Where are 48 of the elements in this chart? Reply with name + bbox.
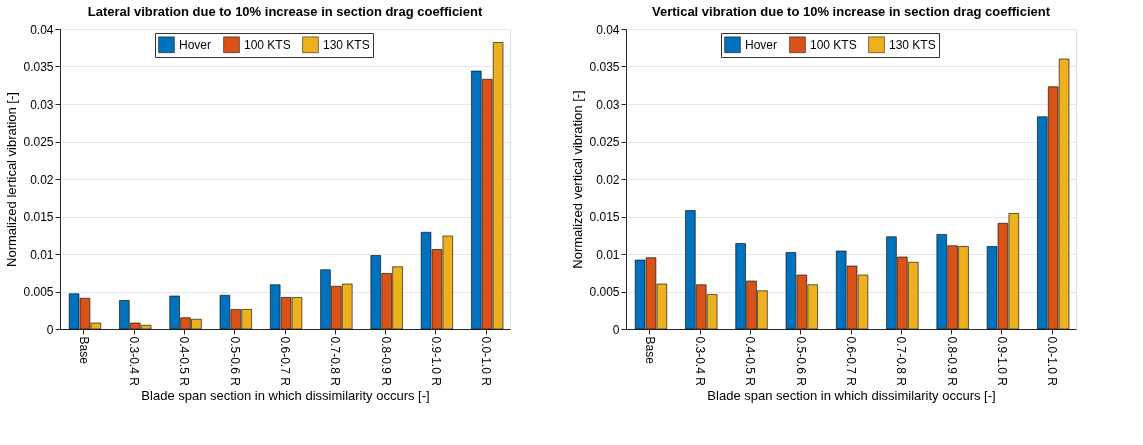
y-tick-label: 0.04 [30, 22, 54, 37]
x-tick-label: 0.0-1.0 R [1045, 336, 1060, 387]
x-tick-label: 0.3-0.4 R [127, 336, 142, 387]
y-tick-label: 0.03 [596, 97, 620, 112]
x-tick-label: 0.6-0.7 R [844, 336, 858, 387]
x-tick-label: 0.0-1.0 R [479, 336, 494, 387]
y-tick-label: 0.01 [30, 247, 54, 262]
y-axis-title: Normalized vertical vibration [-] [570, 90, 586, 269]
x-tick-label: 0.4-0.5 R [177, 336, 192, 387]
y-tick-label: 0.02 [596, 172, 620, 187]
x-tick-label: 0.7-0.8 R [328, 336, 343, 387]
y-tick-label: 0.035 [589, 60, 620, 74]
legend-label: 100 KTS [244, 37, 291, 52]
x-tick-label: 0.5-0.6 R [793, 336, 808, 387]
x-tick-label: 0.6-0.7 R [278, 336, 292, 387]
y-tick-label: 0.02 [30, 172, 54, 187]
x-axis-title: Blade span section in which dissimilarity occurs [-] [707, 387, 996, 403]
legend-label: 100 KTS [810, 37, 857, 52]
y-tick-label: 0.015 [589, 210, 620, 224]
x-tick-label: 0.8-0.9 R [944, 336, 959, 387]
legend-label: Hover [179, 37, 212, 52]
x-axis-title: Blade span section in which dissimilarity occurs [-] [141, 387, 430, 403]
y-tick-label: 0.03 [30, 97, 54, 112]
x-tick-label: 0.9-1.0 R [994, 336, 1009, 387]
y-axis-title: Normalized lertical vibration [-] [4, 92, 20, 267]
x-tick-label: 0.4-0.5 R [743, 336, 758, 387]
y-tick-label: 0.025 [589, 135, 620, 149]
x-tick-label: 0.8-0.9 R [378, 336, 393, 387]
y-tick-label: 0.015 [23, 210, 54, 224]
legend-label: 130 KTS [323, 37, 370, 52]
y-tick-label: 0.005 [23, 285, 54, 299]
y-tick-label: 0.035 [23, 60, 54, 74]
x-tick-label: 0.9-1.0 R [428, 336, 443, 387]
chart-title: Vertical vibration due to 10% increase in section drag coefficient [651, 4, 1051, 19]
chart-title: Lateral vibration due to 10% increase in section drag coefficient [87, 4, 483, 19]
y-tick-label: 0.025 [23, 135, 54, 149]
x-tick-label: Base [76, 336, 91, 365]
x-tick-label: 0.5-0.6 R [227, 336, 242, 387]
y-tick-label: 0.04 [596, 22, 620, 37]
y-tick-label: 0 [612, 322, 620, 337]
y-tick-label: 0 [46, 322, 54, 337]
x-tick-label: 0.7-0.8 R [894, 336, 909, 387]
x-tick-label: Base [642, 336, 657, 365]
legend-label: Hover [745, 37, 778, 52]
y-tick-label: 0.01 [596, 247, 620, 262]
y-tick-label: 0.005 [589, 285, 620, 299]
legend-label: 130 KTS [889, 37, 936, 52]
x-tick-label: 0.3-0.4 R [693, 336, 708, 387]
